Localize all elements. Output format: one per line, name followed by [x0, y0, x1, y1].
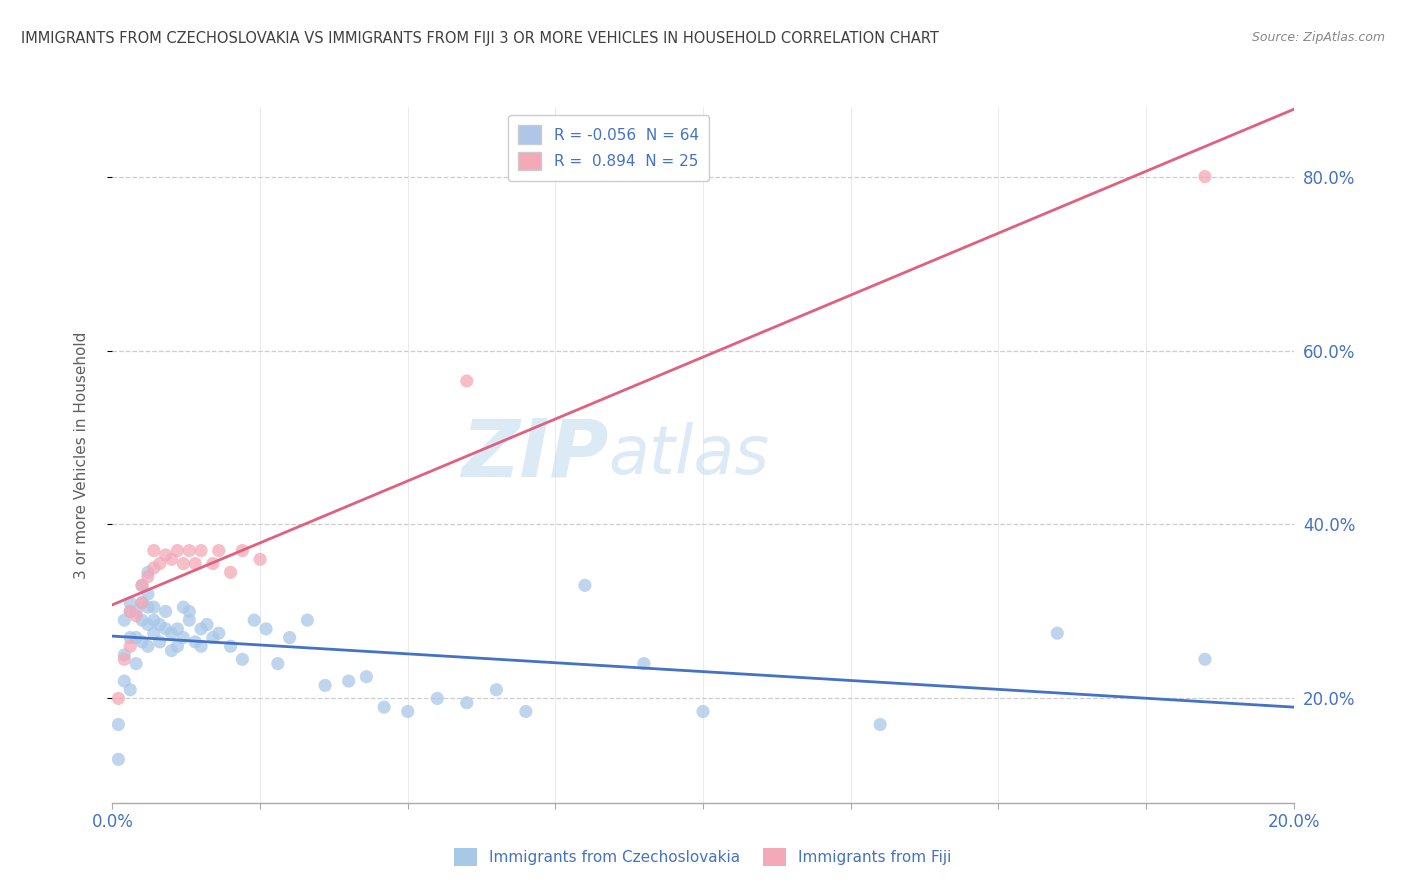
Text: IMMIGRANTS FROM CZECHOSLOVAKIA VS IMMIGRANTS FROM FIJI 3 OR MORE VEHICLES IN HOU: IMMIGRANTS FROM CZECHOSLOVAKIA VS IMMIGR… — [21, 31, 939, 46]
Point — [125, 631, 148, 645]
Point — [219, 566, 242, 580]
Y-axis label: 3 or more Vehicles in Household: 3 or more Vehicles in Household — [75, 331, 89, 579]
Text: atlas: atlas — [609, 422, 769, 488]
Point — [142, 543, 165, 558]
Point — [396, 705, 419, 719]
Point — [1194, 652, 1216, 666]
Point — [485, 682, 508, 697]
Point — [149, 557, 172, 571]
Point — [249, 552, 271, 566]
Point — [356, 670, 378, 684]
Point — [231, 652, 253, 666]
Point — [125, 608, 148, 623]
Point — [373, 700, 395, 714]
Legend: R = -0.056  N = 64, R =  0.894  N = 25: R = -0.056 N = 64, R = 0.894 N = 25 — [508, 115, 710, 181]
Point — [107, 691, 129, 706]
Point — [142, 626, 165, 640]
Point — [120, 596, 142, 610]
Point — [208, 626, 231, 640]
Point — [112, 652, 135, 666]
Point — [195, 617, 218, 632]
Point — [112, 674, 135, 689]
Point — [633, 657, 655, 671]
Point — [179, 605, 201, 619]
Point — [1194, 169, 1216, 184]
Point — [184, 557, 207, 571]
Point — [120, 639, 142, 653]
Point — [131, 635, 153, 649]
Point — [136, 600, 159, 615]
Point — [1046, 626, 1069, 640]
Point — [243, 613, 266, 627]
Point — [120, 605, 142, 619]
Point — [297, 613, 319, 627]
Point — [254, 622, 277, 636]
Point — [107, 752, 129, 766]
Point — [166, 543, 188, 558]
Point — [155, 622, 177, 636]
Point — [136, 587, 159, 601]
Point — [136, 639, 159, 653]
Point — [142, 600, 165, 615]
Point — [112, 613, 135, 627]
Point — [190, 543, 212, 558]
Point — [131, 596, 153, 610]
Point — [208, 543, 231, 558]
Point — [166, 639, 188, 653]
Point — [426, 691, 449, 706]
Point — [574, 578, 596, 592]
Point — [201, 631, 224, 645]
Point — [160, 626, 183, 640]
Point — [179, 613, 201, 627]
Point — [172, 631, 194, 645]
Point — [155, 605, 177, 619]
Point — [120, 605, 142, 619]
Point — [219, 639, 242, 653]
Point — [201, 557, 224, 571]
Point — [172, 557, 194, 571]
Point — [190, 639, 212, 653]
Point — [337, 674, 360, 689]
Point — [125, 605, 148, 619]
Point — [456, 696, 478, 710]
Point — [136, 617, 159, 632]
Point — [179, 543, 201, 558]
Point — [515, 705, 537, 719]
Point — [107, 717, 129, 731]
Point — [131, 613, 153, 627]
Point — [131, 578, 153, 592]
Point — [155, 548, 177, 562]
Point — [120, 682, 142, 697]
Legend: Immigrants from Czechoslovakia, Immigrants from Fiji: Immigrants from Czechoslovakia, Immigran… — [444, 838, 962, 875]
Point — [692, 705, 714, 719]
Text: Source: ZipAtlas.com: Source: ZipAtlas.com — [1251, 31, 1385, 45]
Point — [184, 635, 207, 649]
Text: ZIP: ZIP — [461, 416, 609, 494]
Point — [149, 635, 172, 649]
Point — [131, 578, 153, 592]
Point — [166, 622, 188, 636]
Point — [869, 717, 891, 731]
Point — [231, 543, 253, 558]
Point — [267, 657, 290, 671]
Point — [142, 561, 165, 575]
Point — [136, 570, 159, 584]
Point — [136, 566, 159, 580]
Point — [160, 552, 183, 566]
Point — [190, 622, 212, 636]
Point — [278, 631, 301, 645]
Point — [149, 617, 172, 632]
Point — [172, 600, 194, 615]
Point — [456, 374, 478, 388]
Point — [160, 643, 183, 657]
Point — [131, 596, 153, 610]
Point — [125, 657, 148, 671]
Point — [120, 631, 142, 645]
Point — [142, 613, 165, 627]
Point — [112, 648, 135, 662]
Point — [314, 678, 336, 692]
